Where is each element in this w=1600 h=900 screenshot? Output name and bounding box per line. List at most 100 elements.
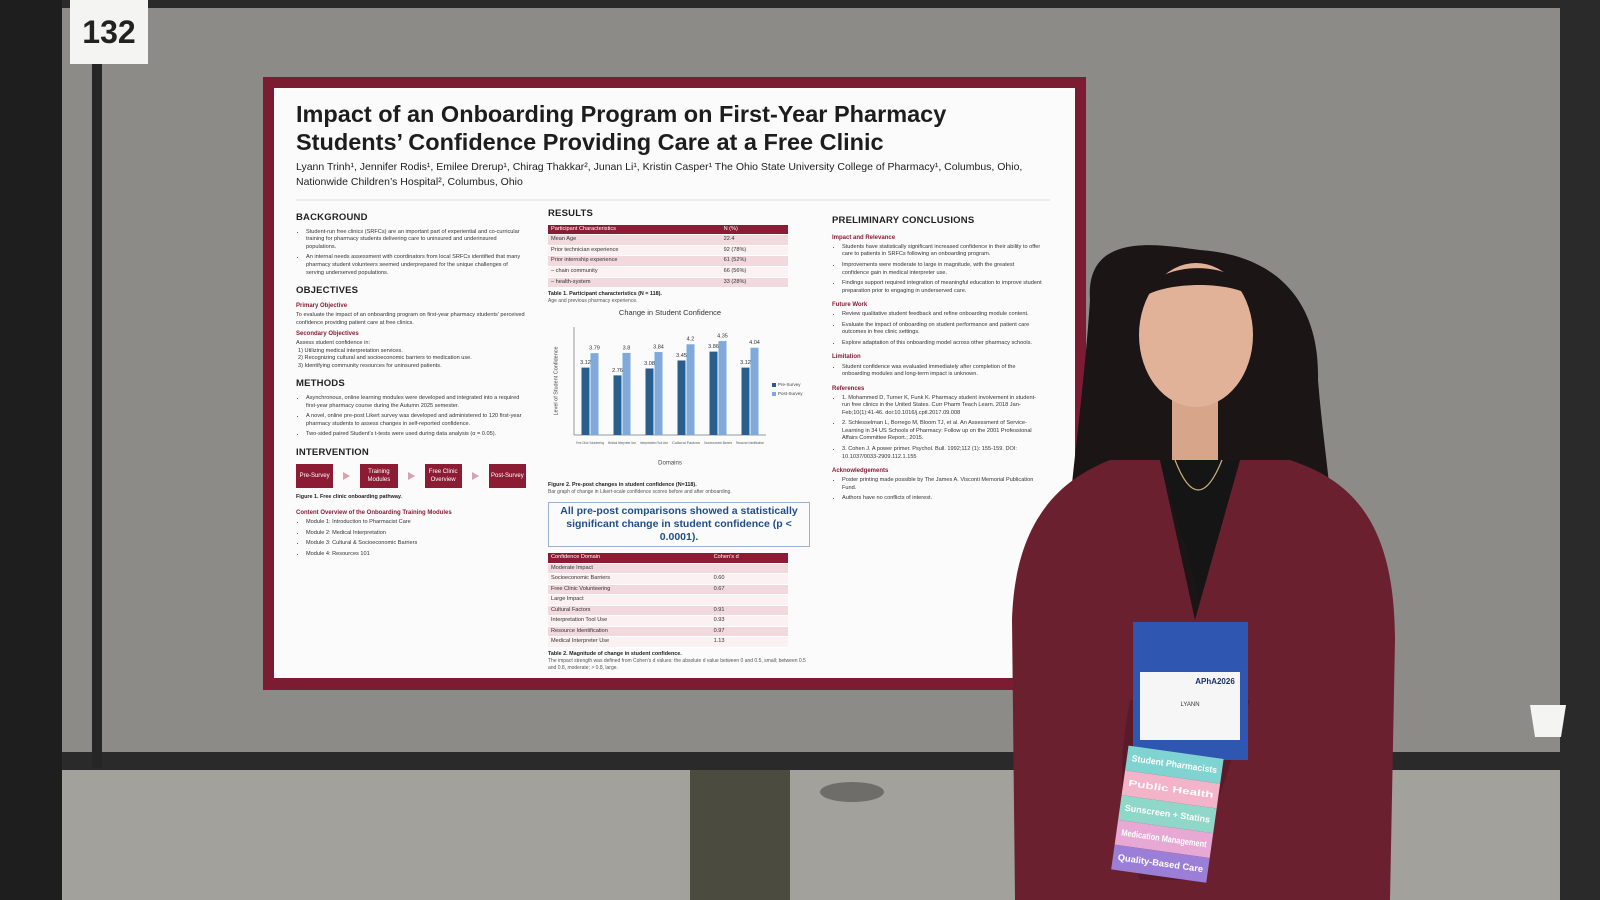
passerby-legs bbox=[690, 770, 790, 900]
badge-name: LYANN bbox=[1180, 702, 1199, 708]
x-tick-label: Medical Interpreter Use bbox=[608, 441, 636, 445]
table-cell: Socioeconomic Barriers bbox=[548, 573, 711, 585]
list-item: Module 2: Medical Interpretation bbox=[306, 530, 526, 538]
table-section: Moderate Impact bbox=[548, 563, 788, 575]
bar bbox=[622, 353, 631, 436]
figure-caption: Figure 1. Free clinic onboarding pathway… bbox=[296, 493, 402, 500]
table-row: Cultural Factors 0.91 bbox=[548, 605, 788, 617]
bangs bbox=[1140, 268, 1255, 300]
value-label: 2.76 bbox=[612, 368, 623, 374]
subheading: Acknowledgements bbox=[832, 468, 889, 475]
value-label: 4.2 bbox=[687, 337, 695, 343]
poster-title: Impact of an Onboarding Program on First… bbox=[296, 101, 947, 156]
list-item: Improvements were moderate to large in m… bbox=[842, 262, 1042, 277]
value-label: 3.08 bbox=[644, 361, 655, 367]
arrow bbox=[343, 471, 351, 480]
table-row: Free Clinic Volunteering 0.67 bbox=[548, 584, 788, 596]
table-cell: – chain community bbox=[548, 266, 721, 278]
arrow bbox=[407, 471, 415, 480]
bullet-list: Module 1: Introduction to Pharmacist Car… bbox=[296, 519, 526, 558]
bar bbox=[741, 367, 750, 436]
figure-note: Bar graph of change in Likert-scale conf… bbox=[548, 488, 732, 495]
section-heading: PRELIMINARY CONCLUSIONS bbox=[832, 215, 975, 226]
table-cell: 1.13 bbox=[710, 636, 788, 649]
bar bbox=[686, 344, 695, 436]
poster-authors: Lyann Trinh¹, Jennifer Rodis¹, Emilee Dr… bbox=[296, 161, 1023, 188]
x-tick-label: Cultural Factors bbox=[672, 441, 700, 445]
table-section: Large Impact bbox=[548, 594, 788, 606]
subheading: Content Overview of the Onboarding Train… bbox=[296, 510, 452, 517]
x-axis-label: Domains bbox=[658, 461, 682, 467]
table-cell: Cultural Factors bbox=[548, 605, 711, 617]
table-cell: 33 (28%) bbox=[720, 277, 788, 289]
table-row: Participant Characteristics N (%) bbox=[548, 224, 788, 236]
ribbon bbox=[1114, 819, 1214, 858]
table-row: Resource Identification 0.97 bbox=[548, 626, 788, 638]
subheading: Primary Objective bbox=[296, 302, 348, 309]
table-cell: 92 (78%) bbox=[720, 245, 788, 257]
table-cell: Resource Identification bbox=[548, 626, 711, 638]
bullet-list: 1. Mohammed D, Turner K, Funk K. Pharmac… bbox=[832, 395, 1042, 461]
bar-chart: Change in Student Confidence Level of Stu… bbox=[553, 308, 803, 467]
table-cell: 66 (56%) bbox=[720, 266, 788, 278]
list-item: 2. Schlesselman L, Borrego M, Bloom TJ, … bbox=[842, 420, 1042, 443]
table-cell: Free Clinic Volunteering bbox=[548, 584, 711, 596]
bullet-list: Student confidence was evaluated immedia… bbox=[832, 364, 1042, 379]
subheading: References bbox=[832, 385, 865, 392]
paragraph: To evaluate the impact of an onboarding … bbox=[296, 312, 525, 326]
legend-label: Post-Survey bbox=[778, 391, 803, 396]
list-item: Two-sided paired Student’s t-tests were … bbox=[306, 431, 526, 439]
value-label: 3.84 bbox=[653, 345, 664, 351]
table-cell: Participant Characteristics bbox=[548, 224, 721, 236]
chart-title: Change in Student Confidence bbox=[619, 308, 721, 317]
table-row: Mean Age 22.4 bbox=[548, 234, 788, 246]
bar bbox=[677, 360, 686, 436]
badge-event: APhA2026 bbox=[1195, 677, 1235, 686]
pole bbox=[1560, 0, 1600, 900]
list-item: Findings support required integration of… bbox=[842, 280, 1042, 295]
list-item: Student confidence was evaluated immedia… bbox=[842, 364, 1042, 379]
ribbon bbox=[1125, 745, 1224, 784]
table-cell: – health-system bbox=[548, 277, 721, 289]
figure-caption: Figure 2. Pre-post changes in student co… bbox=[548, 481, 697, 488]
table-cell: Medical Interpreter Use bbox=[548, 636, 711, 649]
table-note: Age and previous pharmacy experience. bbox=[548, 298, 638, 305]
section-heading: OBJECTIVES bbox=[296, 285, 359, 297]
subheading: Limitation bbox=[832, 354, 861, 361]
table-row: Interpretation Tool Use 0.93 bbox=[548, 615, 788, 627]
table-cell: 0.97 bbox=[710, 626, 788, 638]
table-cell: N (%) bbox=[720, 224, 788, 236]
table-cell: 0.67 bbox=[710, 584, 788, 596]
bar bbox=[654, 352, 663, 436]
arrow bbox=[471, 471, 479, 480]
table-caption: Table 2. Magnitude of change in student … bbox=[548, 651, 682, 658]
value-label: 3.12 bbox=[580, 360, 591, 366]
legend-label: Pre-Survey bbox=[778, 382, 801, 387]
bar bbox=[590, 353, 599, 436]
bar bbox=[718, 341, 727, 436]
list-item: Asynchronous, online learning modules we… bbox=[306, 395, 526, 410]
list-item: Module 1: Introduction to Pharmacist Car… bbox=[306, 519, 526, 527]
list-item: A novel, online pre-post Likert survey w… bbox=[306, 413, 526, 428]
value-label: 4.35 bbox=[717, 334, 728, 340]
necklace bbox=[1174, 459, 1223, 491]
list-item: 3) Identifying community resources for u… bbox=[298, 362, 442, 369]
table-cell: 0.91 bbox=[710, 605, 788, 617]
table-cell: 61 (52%) bbox=[720, 255, 788, 267]
list-item: An internal needs assessment with coordi… bbox=[306, 254, 526, 277]
pathway-step: Post-Survey bbox=[488, 463, 526, 488]
pathway-step: Pre-Survey bbox=[296, 463, 334, 488]
value-label: 3.12 bbox=[740, 360, 751, 366]
table-cell: Cohen’s d bbox=[710, 553, 788, 564]
bar bbox=[709, 351, 718, 436]
value-label: 3.86 bbox=[708, 344, 719, 350]
list-item: Explore adaptation of this onboarding mo… bbox=[842, 340, 1042, 348]
subheading: Secondary Objectives bbox=[296, 331, 359, 338]
table-cell: Prior technician experience bbox=[548, 245, 721, 257]
pole bbox=[0, 0, 62, 900]
legend-swatch bbox=[772, 392, 776, 397]
bullet-list: Student-run free clinics (SRFCs) are an … bbox=[296, 229, 526, 277]
x-tick-label: Resource Identification bbox=[736, 441, 764, 445]
